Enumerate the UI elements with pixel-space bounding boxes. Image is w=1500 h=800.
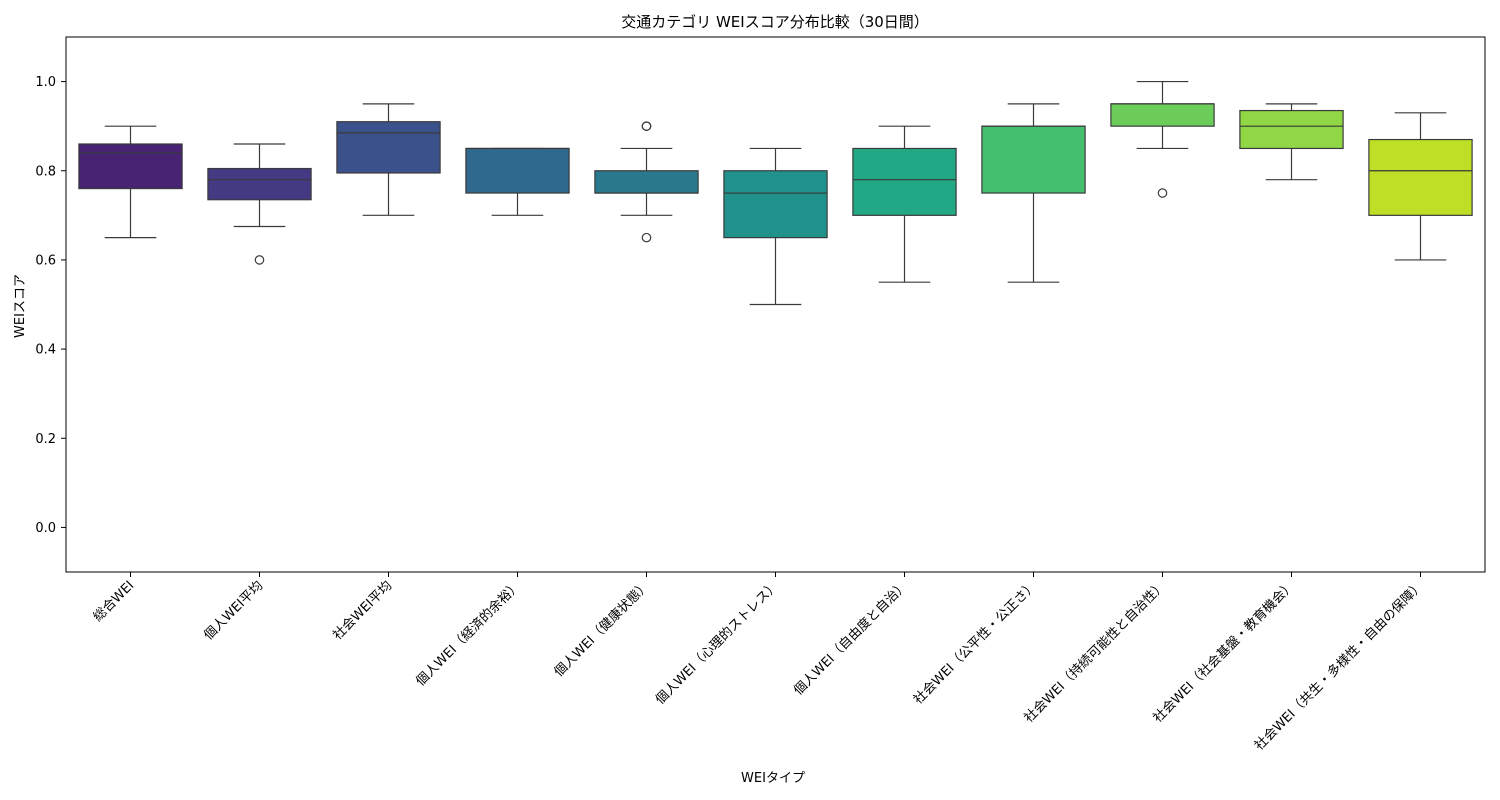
y-tick-label: 1.0 xyxy=(35,75,56,90)
box-body xyxy=(1239,109,1344,150)
box-5 xyxy=(594,121,699,243)
box-3 xyxy=(336,103,441,216)
box-8 xyxy=(981,103,1086,283)
y-tick-label: 0.8 xyxy=(35,164,56,179)
box-body xyxy=(852,147,957,216)
x-tick-label: 個人WEI平均 xyxy=(201,578,266,643)
box-body xyxy=(981,125,1086,194)
box-body xyxy=(1110,103,1215,127)
box-body xyxy=(594,170,699,194)
box-4 xyxy=(465,147,570,216)
x-tick-label: 社会WEI（社会基盤・教育機会） xyxy=(1150,578,1298,726)
y-tick-label: 0.6 xyxy=(35,253,56,268)
box-1 xyxy=(78,125,183,239)
box-body xyxy=(1368,138,1473,216)
box-10 xyxy=(1239,103,1344,181)
y-tick-label: 0.0 xyxy=(35,521,56,536)
x-tick-label: 個人WEI（健康状態） xyxy=(551,578,653,680)
chart-title: 交通カテゴリ WEIスコア分布比較（30日間） xyxy=(621,13,929,31)
box-body xyxy=(723,170,828,239)
box-9 xyxy=(1110,80,1215,198)
y-axis-label: WEIスコア xyxy=(13,274,28,338)
x-tick-label: 社会WEI平均 xyxy=(330,578,396,644)
x-tick-label: 社会WEI（公平性・公正さ） xyxy=(910,578,1040,708)
box-body xyxy=(465,147,570,194)
box-6 xyxy=(723,147,828,306)
x-tick-label: 個人WEI（自由度と自治） xyxy=(790,578,911,699)
y-tick-label: 0.2 xyxy=(35,432,56,447)
box-2 xyxy=(207,143,312,265)
box-11 xyxy=(1368,112,1473,261)
outlier-point xyxy=(254,255,265,265)
x-tick-label: 総合WEI xyxy=(91,578,138,625)
outlier-point xyxy=(1157,188,1168,198)
box-body xyxy=(207,167,312,201)
outlier-point xyxy=(641,232,652,243)
x-axis-label: WEIタイプ xyxy=(741,771,805,786)
x-tick-label: 社会WEI（持続可能性と自治性） xyxy=(1021,578,1169,726)
box-body xyxy=(336,121,441,174)
outlier-point xyxy=(641,121,652,131)
box-body xyxy=(78,143,183,190)
x-tick-label: 個人WEI（経済的余裕） xyxy=(413,578,525,690)
y-tick-label: 0.4 xyxy=(35,343,56,358)
x-tick-label: 個人WEI（心理的ストレス） xyxy=(652,578,782,708)
box-7 xyxy=(852,125,957,283)
